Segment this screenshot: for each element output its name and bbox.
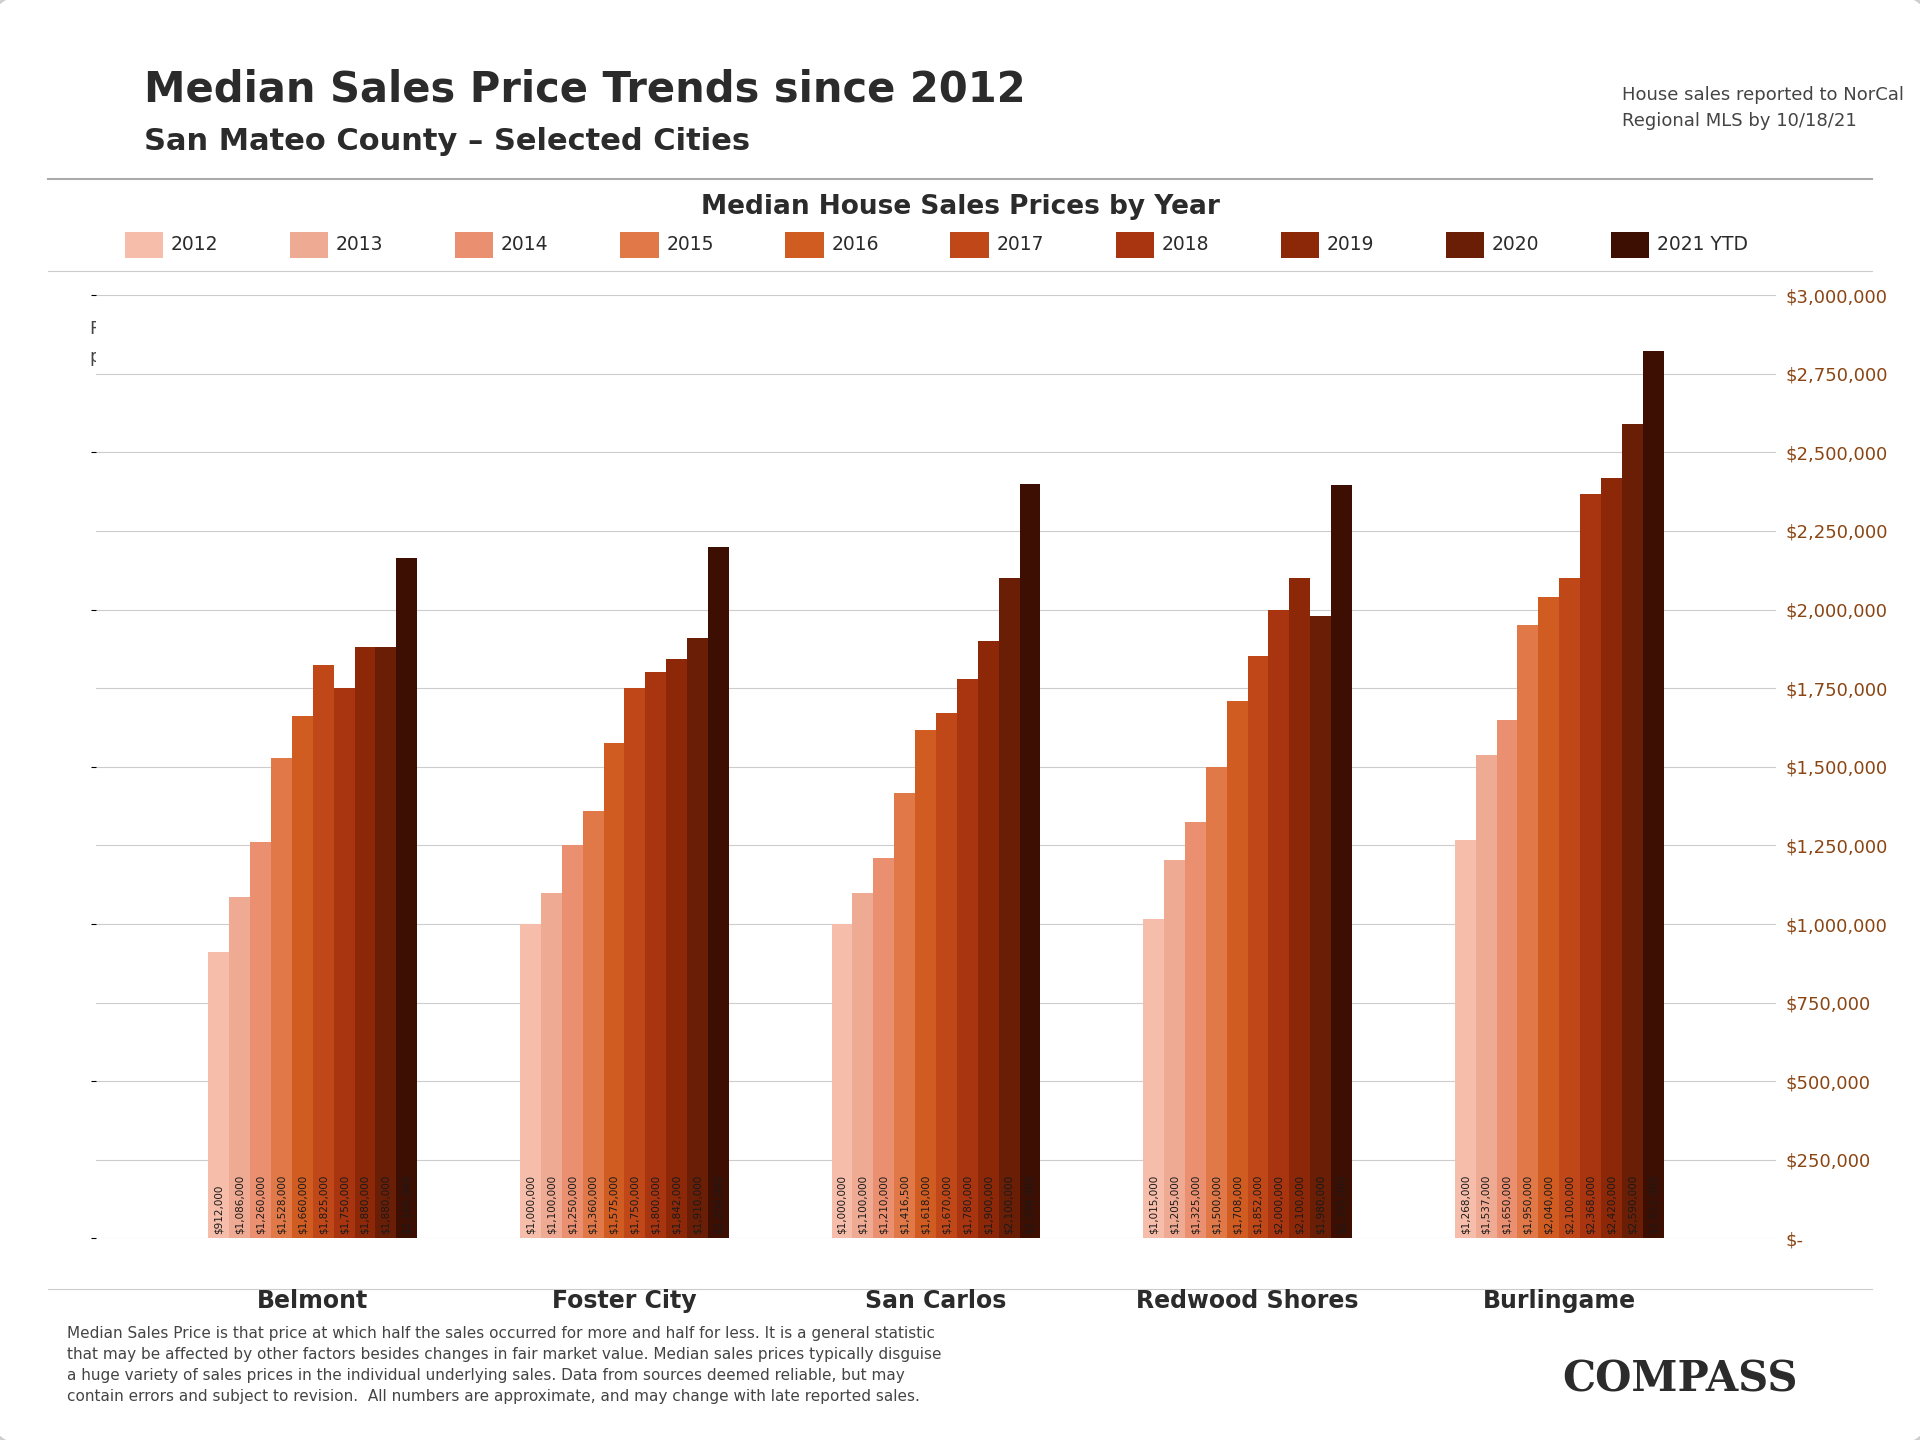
Text: Belmont: Belmont (257, 1289, 369, 1313)
Bar (1476, 755, 1496, 1238)
Bar (1496, 720, 1517, 1238)
Text: $1,000,000: $1,000,000 (526, 1175, 536, 1234)
Text: 2014: 2014 (501, 235, 549, 255)
Text: $1,880,000: $1,880,000 (361, 1175, 371, 1234)
Text: 2013: 2013 (336, 235, 384, 255)
Bar (852, 893, 874, 1238)
Text: Median House Sales Prices by Year: Median House Sales Prices by Year (701, 194, 1219, 220)
Text: $1,210,000: $1,210,000 (879, 1175, 889, 1234)
Bar (937, 713, 956, 1238)
Text: $2,368,000: $2,368,000 (1586, 1174, 1596, 1234)
Text: $1,750,000: $1,750,000 (340, 1175, 349, 1234)
Text: $1,325,000: $1,325,000 (1190, 1174, 1200, 1234)
Text: $1,825,000: $1,825,000 (319, 1174, 328, 1234)
Text: San Carlos: San Carlos (866, 1289, 1006, 1313)
FancyBboxPatch shape (785, 232, 824, 258)
Bar (1290, 577, 1309, 1238)
Text: $2,000,000: $2,000,000 (1273, 1175, 1284, 1234)
Bar (271, 757, 292, 1238)
Text: $1,618,000: $1,618,000 (920, 1174, 931, 1234)
Bar (1309, 616, 1331, 1238)
Text: $1,910,000: $1,910,000 (693, 1175, 703, 1234)
Text: $2,100,000: $2,100,000 (1004, 1175, 1014, 1234)
Bar (603, 743, 624, 1238)
Bar (563, 845, 582, 1238)
Bar (624, 688, 645, 1238)
Text: 2015: 2015 (666, 235, 714, 255)
Text: Burlingame: Burlingame (1482, 1289, 1636, 1313)
Text: $1,842,000: $1,842,000 (672, 1174, 682, 1234)
Bar (1142, 919, 1164, 1238)
Text: $1,750,000: $1,750,000 (630, 1175, 639, 1234)
Bar (209, 952, 228, 1238)
Bar (228, 897, 250, 1238)
Bar (956, 678, 977, 1238)
Bar (1269, 609, 1290, 1238)
Text: $1,086,000: $1,086,000 (234, 1175, 244, 1234)
Bar (1206, 766, 1227, 1238)
Bar (396, 557, 417, 1238)
Bar (1622, 425, 1644, 1238)
Text: $1,528,000: $1,528,000 (276, 1174, 286, 1234)
FancyBboxPatch shape (455, 232, 493, 258)
Bar (1248, 657, 1269, 1238)
FancyBboxPatch shape (1446, 232, 1484, 258)
Text: 2020: 2020 (1492, 235, 1540, 255)
Text: $1,980,000: $1,980,000 (1315, 1175, 1325, 1234)
Bar (355, 648, 376, 1238)
Bar (1164, 860, 1185, 1238)
Text: $1,575,000: $1,575,000 (609, 1174, 618, 1234)
Text: COMPASS: COMPASS (1563, 1358, 1797, 1401)
FancyBboxPatch shape (125, 232, 163, 258)
Text: $1,537,000: $1,537,000 (1480, 1174, 1492, 1234)
Text: Foster City: Foster City (553, 1289, 697, 1313)
Text: $1,708,000: $1,708,000 (1233, 1175, 1242, 1234)
Bar (1644, 351, 1663, 1238)
Bar (1455, 840, 1476, 1238)
Text: $1,416,500: $1,416,500 (900, 1174, 910, 1234)
Bar (292, 717, 313, 1238)
Text: $2,100,000: $2,100,000 (1294, 1175, 1306, 1234)
Bar (998, 577, 1020, 1238)
Text: $2,420,000: $2,420,000 (1607, 1175, 1617, 1234)
Text: $1,780,000: $1,780,000 (962, 1175, 972, 1234)
Text: $2,398,000: $2,398,000 (1025, 1174, 1035, 1234)
Bar (916, 730, 937, 1238)
Text: $1,880,000: $1,880,000 (380, 1175, 392, 1234)
FancyBboxPatch shape (1281, 232, 1319, 258)
Bar (376, 648, 396, 1238)
Bar (874, 858, 895, 1238)
Text: $2,822,000: $2,822,000 (1647, 1174, 1659, 1234)
Text: 2012: 2012 (171, 235, 219, 255)
Text: $1,260,000: $1,260,000 (255, 1175, 265, 1234)
Text: House sales reported to NorCal
Regional MLS by 10/18/21: House sales reported to NorCal Regional … (1622, 86, 1905, 130)
Text: $1,670,000: $1,670,000 (941, 1175, 952, 1234)
Bar (895, 793, 916, 1238)
Text: $1,852,000: $1,852,000 (1254, 1174, 1263, 1234)
Bar (1020, 484, 1041, 1238)
Text: $1,360,000: $1,360,000 (588, 1175, 599, 1234)
Text: Redwood Shores: Redwood Shores (1137, 1289, 1359, 1313)
Text: $1,800,000: $1,800,000 (651, 1175, 660, 1234)
Text: $2,165,000: $2,165,000 (401, 1174, 411, 1234)
Bar (1517, 625, 1538, 1238)
Text: $1,205,000: $1,205,000 (1169, 1175, 1179, 1234)
Bar (1559, 577, 1580, 1238)
Text: 2021 YTD: 2021 YTD (1657, 235, 1747, 255)
FancyBboxPatch shape (290, 232, 328, 258)
Text: $1,650,000: $1,650,000 (1501, 1175, 1511, 1234)
Text: San Mateo County – Selected Cities: San Mateo County – Selected Cities (144, 127, 751, 156)
Bar (313, 665, 334, 1238)
Bar (645, 672, 666, 1238)
Text: $2,100,000: $2,100,000 (1565, 1175, 1574, 1234)
Text: $2,200,000: $2,200,000 (714, 1175, 724, 1234)
Bar (582, 811, 603, 1238)
Bar (250, 842, 271, 1238)
Bar (1185, 822, 1206, 1238)
Text: $2,040,000: $2,040,000 (1544, 1175, 1553, 1234)
Bar (831, 924, 852, 1238)
FancyBboxPatch shape (620, 232, 659, 258)
Text: $2,590,000: $2,590,000 (1628, 1175, 1638, 1234)
Bar (708, 547, 730, 1238)
